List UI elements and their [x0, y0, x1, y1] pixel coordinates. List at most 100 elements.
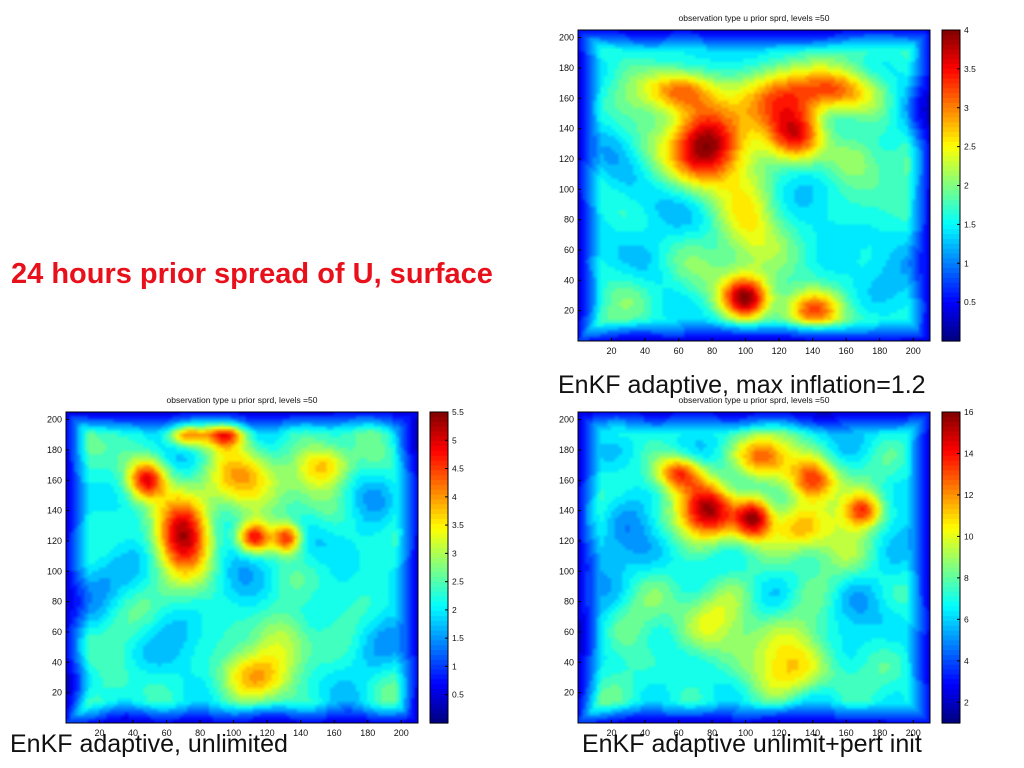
- colorbar-tick-label: 6: [964, 614, 969, 624]
- colorbar-segment: [942, 431, 960, 437]
- colorbar-segment: [430, 567, 448, 573]
- colorbar-segment: [430, 548, 448, 554]
- heatmap-field: [66, 412, 418, 723]
- colorbar-segment: [430, 494, 448, 501]
- colorbar-segment: [942, 620, 960, 627]
- colorbar-segment: [430, 441, 448, 447]
- x-tick-label: 100: [738, 346, 753, 356]
- colorbar-segment: [430, 718, 448, 724]
- colorbar-tick-label: 14: [964, 448, 974, 458]
- colorbar-segment: [942, 421, 960, 428]
- colorbar-segment: [942, 552, 960, 559]
- colorbar-segment: [942, 326, 960, 332]
- colorbar-segment: [942, 248, 960, 255]
- colorbar-segment: [430, 421, 448, 428]
- y-tick-label: 60: [564, 245, 574, 255]
- colorbar-segment: [430, 460, 448, 467]
- x-tick-label: 20: [95, 728, 105, 738]
- colorbar-segment: [430, 659, 448, 666]
- y-tick-label: 20: [564, 688, 574, 698]
- colorbar-segment: [942, 39, 960, 46]
- colorbar-segment: [430, 538, 448, 544]
- colorbar-segment: [430, 698, 448, 705]
- colorbar-segment: [430, 650, 448, 656]
- colorbar-segment: [942, 426, 960, 433]
- colorbar-tick-label: 1: [452, 661, 457, 671]
- colorbar-segment: [942, 596, 960, 603]
- colorbar-segment: [430, 509, 448, 515]
- colorbar-segment: [942, 30, 960, 36]
- colorbar-segment: [430, 625, 448, 632]
- y-tick-label: 140: [559, 506, 574, 516]
- colorbar-segment: [942, 78, 960, 85]
- y-tick-label: 160: [559, 93, 574, 103]
- y-tick-label: 100: [559, 566, 574, 576]
- colorbar-segment: [430, 679, 448, 685]
- colorbar-segment: [942, 234, 960, 240]
- colorbar-segment: [942, 416, 960, 423]
- colorbar-segment: [942, 484, 960, 491]
- colorbar-segment: [942, 489, 960, 496]
- colorbar-segment: [942, 83, 960, 89]
- y-tick-label: 200: [559, 415, 574, 425]
- colorbar-segment: [942, 263, 960, 269]
- colorbar-segment: [430, 470, 448, 476]
- colorbar-segment: [942, 156, 960, 162]
- colorbar-tick-label: 3: [452, 548, 457, 558]
- colorbar-segment: [942, 316, 960, 323]
- colorbar-segment: [942, 708, 960, 714]
- chart-title: observation type u prior sprd, levels =5…: [167, 395, 318, 405]
- x-tick-label: 60: [162, 728, 172, 738]
- colorbar-segment: [430, 630, 448, 637]
- colorbar-segment: [430, 431, 448, 437]
- colorbar-segment: [942, 258, 960, 264]
- colorbar-segment: [430, 640, 448, 646]
- colorbar-segment: [942, 229, 960, 235]
- colorbar-segment: [942, 88, 960, 94]
- colorbar-segment: [942, 494, 960, 501]
- colorbar-tick-label: 4: [964, 25, 969, 35]
- colorbar-segment: [942, 436, 960, 442]
- colorbar-segment: [942, 713, 960, 719]
- y-tick-label: 100: [559, 184, 574, 194]
- colorbar-segment: [942, 136, 960, 143]
- colorbar-segment: [942, 73, 960, 80]
- colorbar-segment: [942, 698, 960, 705]
- colorbar-segment: [942, 209, 960, 216]
- x-tick-label: 40: [640, 346, 650, 356]
- plot-frame: [577, 411, 931, 724]
- colorbar-tick-label: 0.5: [452, 690, 464, 700]
- colorbar-segment: [942, 514, 960, 520]
- colorbar-segment: [430, 669, 448, 676]
- colorbar-segment: [430, 582, 448, 588]
- y-tick-label: 80: [564, 597, 574, 607]
- x-tick-label: 160: [839, 728, 854, 738]
- colorbar-segment: [430, 480, 448, 486]
- x-tick-label: 60: [674, 728, 684, 738]
- colorbar-segment: [942, 480, 960, 486]
- x-tick-label: 80: [707, 346, 717, 356]
- y-tick-label: 100: [47, 566, 62, 576]
- colorbar-segment: [430, 436, 448, 442]
- x-tick-label: 160: [839, 346, 854, 356]
- caption-pert-init: EnKF adaptive unlimit+pert init: [582, 730, 922, 758]
- colorbar-segment: [942, 107, 960, 114]
- y-tick-label: 120: [47, 536, 62, 546]
- colorbar-segment: [430, 552, 448, 559]
- colorbar-segment: [942, 302, 960, 308]
- colorbar-segment: [430, 455, 448, 462]
- colorbar-segment: [430, 499, 448, 505]
- colorbar-tick-label: 3.5: [452, 520, 464, 530]
- colorbar-segment: [942, 200, 960, 206]
- colorbar-segment: [430, 703, 448, 710]
- colorbar-segment: [942, 543, 960, 549]
- x-tick-label: 140: [805, 728, 820, 738]
- colorbar-segment: [942, 640, 960, 646]
- colorbar-segment: [942, 93, 960, 99]
- heatmap-chart-unlimited: observation type u prior sprd, levels =5…: [47, 395, 464, 738]
- colorbar-tick-label: 4: [964, 656, 969, 666]
- y-tick-label: 160: [559, 475, 574, 485]
- colorbar-segment: [942, 601, 960, 607]
- colorbar-segment: [942, 664, 960, 671]
- y-tick-label: 80: [564, 215, 574, 225]
